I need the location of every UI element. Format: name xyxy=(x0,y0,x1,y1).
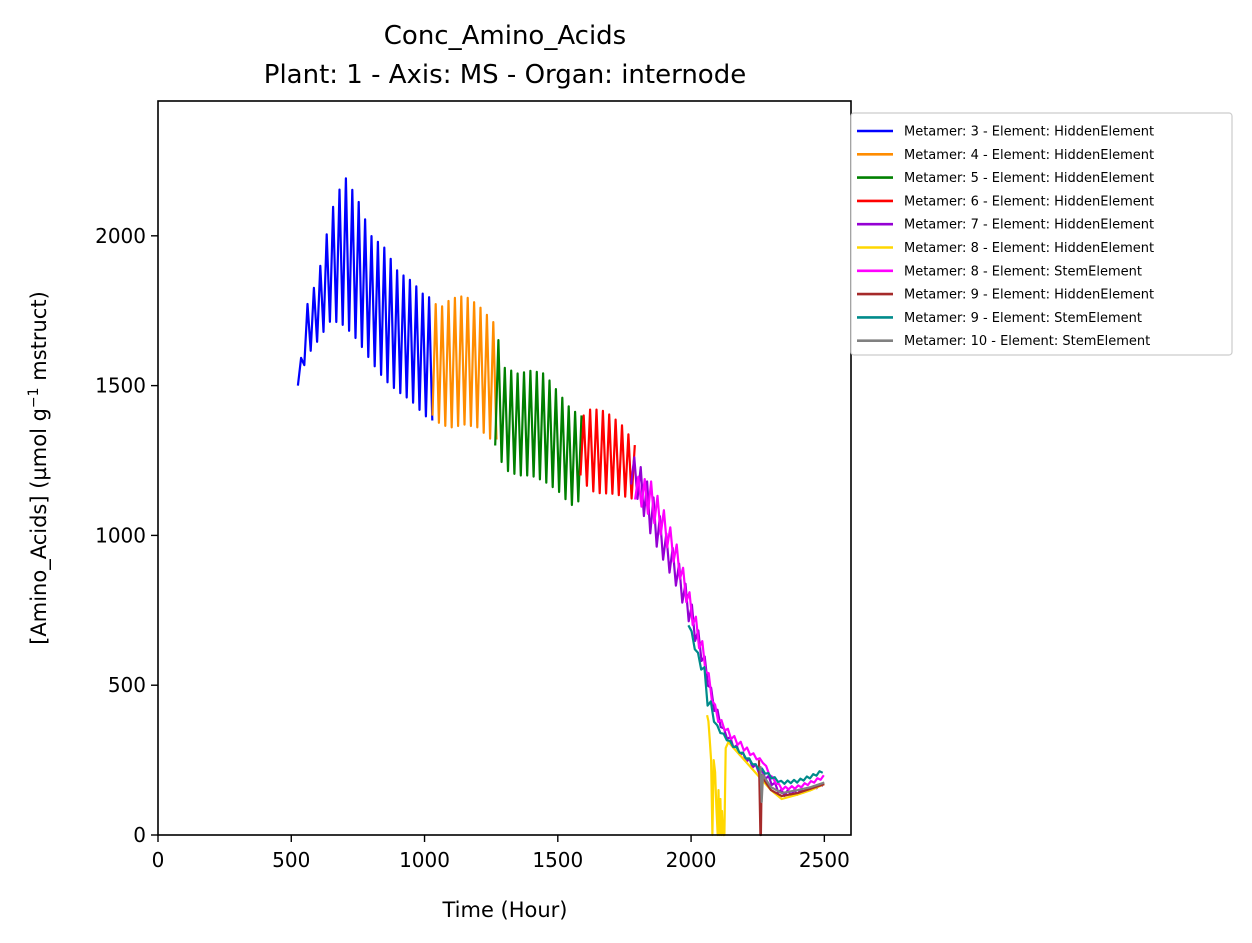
y-axis-label-tail: mstruct) xyxy=(27,291,51,387)
series-layer xyxy=(296,177,825,837)
chart-subtitle: Plant: 1 - Axis: MS - Organ: internode xyxy=(264,60,746,90)
x-tick-label: 1500 xyxy=(532,848,583,872)
y-tick-label: 1500 xyxy=(95,374,146,398)
legend-label: Metamer: 8 - Element: StemElement xyxy=(904,264,1142,279)
x-tick-label: 0 xyxy=(152,848,165,872)
series-line-2 xyxy=(431,295,498,440)
x-axis-label: Time (Hour) xyxy=(441,898,567,922)
series-line-3 xyxy=(494,339,583,507)
y-axis: 0 500 1000 1500 2000 xyxy=(95,224,158,847)
x-axis: 0 500 1000 1500 2000 2500 xyxy=(152,835,850,872)
y-axis-label-superscript: −1 xyxy=(26,387,42,408)
legend-label: Metamer: 9 - Element: HiddenElement xyxy=(904,288,1154,303)
series-line-9 xyxy=(687,624,824,785)
legend: Metamer: 3 - Element: HiddenElement Metam… xyxy=(850,112,1233,356)
legend-label: Metamer: 8 - Element: HiddenElement xyxy=(904,241,1154,256)
x-tick-label: 500 xyxy=(272,848,310,872)
legend-label: Metamer: 7 - Element: HiddenElement xyxy=(904,218,1154,233)
legend-label: Metamer: 4 - Element: HiddenElement xyxy=(904,148,1154,163)
x-tick-label: 1000 xyxy=(399,848,450,872)
series-line-4 xyxy=(579,408,636,500)
legend-label: Metamer: 6 - Element: HiddenElement xyxy=(904,194,1154,209)
legend-label: Metamer: 9 - Element: StemElement xyxy=(904,311,1142,326)
y-tick-label: 1000 xyxy=(95,523,146,547)
y-tick-label: 500 xyxy=(108,673,146,697)
legend-label: Metamer: 5 - Element: HiddenElement xyxy=(904,171,1154,186)
series-line-1 xyxy=(296,177,434,421)
legend-items: Metamer: 3 - Element: HiddenElement Metam… xyxy=(857,125,1154,349)
y-axis-label-main: [Amino_Acids] (µmol g xyxy=(27,408,52,645)
legend-label: Metamer: 10 - Element: StemElement xyxy=(904,334,1150,349)
x-tick-label: 2500 xyxy=(799,848,850,872)
y-tick-label: 0 xyxy=(133,823,146,847)
legend-frame xyxy=(850,112,1233,356)
series-line-10 xyxy=(759,766,825,804)
series-line-7 xyxy=(634,475,825,792)
y-tick-label: 2000 xyxy=(95,224,146,248)
x-tick-label: 2000 xyxy=(666,848,717,872)
plot-frame xyxy=(157,100,852,836)
legend-label: Metamer: 3 - Element: HiddenElement xyxy=(904,125,1154,140)
y-axis-label: [Amino_Acids] (µmol g−1 mstruct) xyxy=(26,291,52,645)
chart-title: Conc_Amino_Acids xyxy=(384,21,626,51)
